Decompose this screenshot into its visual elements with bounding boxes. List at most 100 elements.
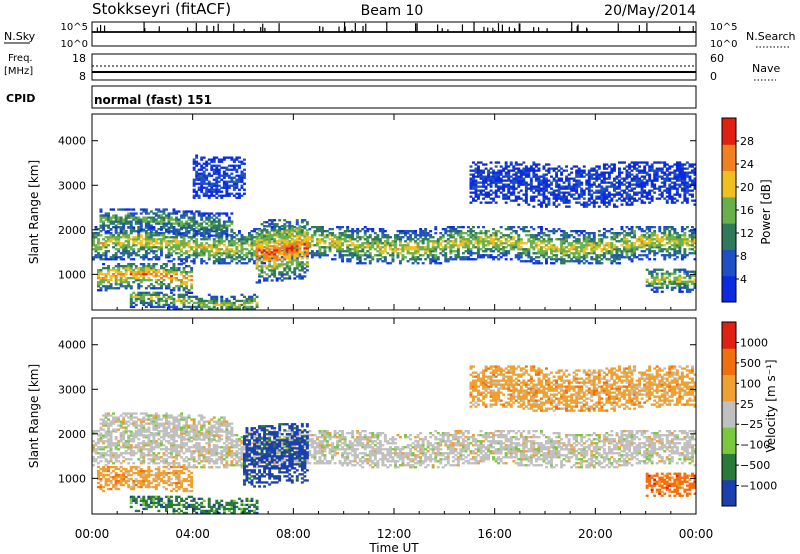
heatmap-cell	[474, 169, 478, 172]
heatmap-cell	[529, 187, 533, 190]
heatmap-cell	[454, 232, 458, 235]
heatmap-cell	[484, 254, 488, 257]
heatmap-cell	[472, 197, 475, 200]
heatmap-cell	[532, 171, 536, 174]
heatmap-cell	[117, 271, 121, 274]
heatmap-cell	[620, 195, 624, 198]
heatmap-cell	[165, 246, 168, 249]
heatmap-cell	[580, 191, 584, 194]
heatmap-cell	[600, 173, 604, 176]
heatmap-cell	[552, 189, 556, 192]
heatmap-cell	[147, 252, 151, 255]
heatmap-cell	[517, 240, 521, 243]
heatmap-cell	[210, 222, 214, 225]
heatmap-cell	[165, 285, 168, 288]
heatmap-cell	[386, 242, 390, 245]
heatmap-cell	[288, 269, 292, 272]
heatmap-cell	[222, 250, 226, 253]
heatmap-cell	[167, 303, 171, 307]
heatmap-cell	[278, 231, 282, 234]
heatmap-cell	[431, 242, 435, 245]
heatmap-cell	[200, 216, 204, 219]
heatmap-cell	[643, 246, 647, 249]
heatmap-cell	[321, 232, 324, 235]
heatmap-cell	[162, 236, 166, 239]
heatmap-cell	[469, 230, 473, 233]
heatmap-cell	[373, 238, 377, 241]
heatmap-cell	[172, 228, 176, 231]
heatmap-cell	[240, 250, 244, 253]
heatmap-cell	[205, 246, 209, 249]
heatmap-cell	[655, 272, 659, 275]
heatmap-cell	[107, 236, 111, 239]
heatmap-cell	[577, 250, 581, 253]
heatmap-cell	[524, 250, 528, 253]
heatmap-cell	[104, 236, 108, 239]
heatmap-cell	[99, 246, 103, 249]
heatmap-cell	[610, 248, 614, 251]
heatmap-cell	[653, 278, 657, 281]
heatmap-cell	[253, 252, 257, 255]
heatmap-cell	[235, 258, 239, 261]
heatmap-cell	[615, 185, 619, 188]
heatmap-cell	[585, 244, 589, 247]
heatmap-cell	[300, 229, 304, 232]
heatmap-cell	[575, 175, 579, 178]
heatmap-cell	[341, 226, 345, 229]
heatmap-cell	[610, 167, 614, 170]
heatmap-cell	[401, 258, 405, 261]
heatmap-cell	[142, 248, 146, 251]
heatmap-cell	[673, 280, 677, 283]
heatmap-cell	[225, 250, 229, 253]
heatmap-cell	[514, 179, 518, 182]
heatmap-cell	[238, 232, 241, 235]
heatmap-cell	[434, 258, 438, 261]
heatmap-cell	[389, 254, 392, 257]
heatmap-cell	[215, 250, 219, 253]
heatmap-cell	[134, 277, 138, 280]
heatmap-cell	[507, 179, 511, 182]
heatmap-cell	[147, 248, 151, 251]
heatmap-cell	[502, 185, 506, 188]
heatmap-cell	[411, 232, 415, 235]
heatmap-cell	[245, 305, 249, 309]
heatmap-cell	[298, 225, 302, 228]
heatmap-cell	[187, 236, 191, 239]
heatmap-cell	[124, 222, 128, 225]
heatmap-cell	[157, 246, 161, 249]
heatmap-cell	[648, 284, 652, 287]
heatmap-cell	[258, 235, 262, 238]
heatmap-cell	[212, 224, 216, 227]
heatmap-cell	[134, 220, 138, 223]
heatmap-cell	[668, 248, 672, 251]
heatmap-cell	[409, 236, 413, 239]
heatmap-cell	[675, 244, 679, 247]
heatmap-cell	[185, 258, 189, 261]
heatmap-cell	[197, 297, 201, 301]
heatmap-cell	[343, 238, 347, 241]
heatmap-cell	[436, 258, 440, 261]
heatmap-cell	[560, 260, 564, 263]
heatmap-cell	[461, 256, 465, 259]
heatmap-cell	[107, 220, 111, 223]
heatmap-cell	[540, 201, 543, 204]
heatmap-cell	[147, 242, 151, 245]
heatmap-cell	[303, 249, 307, 252]
heatmap-cell	[502, 167, 506, 170]
heatmap-cell	[630, 252, 634, 255]
heatmap-cell	[238, 250, 241, 253]
heatmap-cell	[567, 256, 571, 259]
heatmap-cell	[607, 244, 611, 247]
heatmap-cell	[567, 260, 571, 263]
heatmap-cell	[117, 273, 121, 276]
heatmap-cell	[180, 299, 184, 303]
heatmap-cell	[260, 229, 264, 232]
heatmap-cell	[399, 238, 402, 241]
heatmap-cell	[265, 233, 269, 236]
heatmap-cell	[207, 194, 211, 197]
heatmap-cell	[192, 162, 196, 165]
heatmap-cell	[182, 238, 186, 241]
heatmap-cell	[152, 250, 156, 253]
heatmap-cell	[615, 262, 619, 265]
heatmap-cell	[238, 303, 241, 307]
